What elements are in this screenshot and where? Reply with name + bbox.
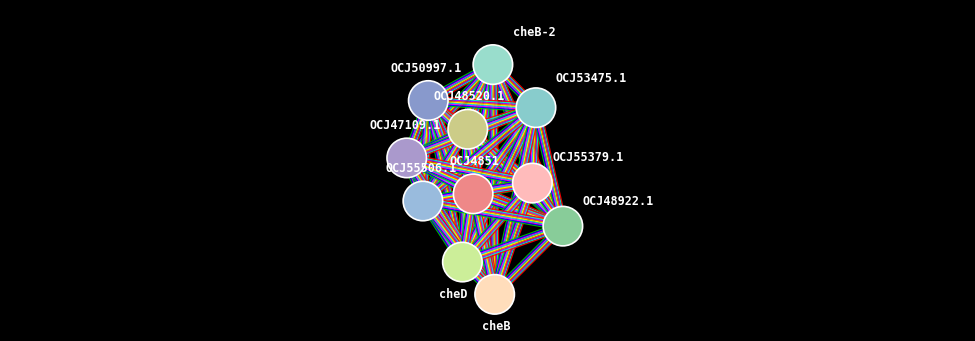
Text: cheD: cheD — [439, 288, 468, 301]
Circle shape — [387, 138, 426, 178]
Circle shape — [475, 275, 515, 314]
Circle shape — [543, 206, 583, 246]
Text: OCJ48922.1: OCJ48922.1 — [583, 194, 654, 208]
Text: OCJ53475.1: OCJ53475.1 — [556, 73, 627, 86]
Circle shape — [448, 109, 488, 149]
Text: OCJ48520.1: OCJ48520.1 — [434, 90, 505, 103]
Circle shape — [443, 242, 482, 282]
Text: cheB-2: cheB-2 — [513, 26, 556, 39]
Text: cheB: cheB — [483, 320, 511, 333]
Circle shape — [516, 88, 556, 128]
Circle shape — [409, 81, 448, 120]
Text: OCJ4851: OCJ4851 — [450, 155, 500, 168]
Circle shape — [403, 181, 443, 221]
Text: OCJ55379.1: OCJ55379.1 — [552, 151, 623, 164]
Circle shape — [513, 163, 552, 203]
Text: OCJ50997.1: OCJ50997.1 — [391, 62, 462, 75]
Circle shape — [453, 174, 493, 213]
Text: OCJ55506.1: OCJ55506.1 — [385, 162, 456, 175]
Circle shape — [473, 45, 513, 84]
Text: OCJ47109.1: OCJ47109.1 — [370, 119, 441, 132]
